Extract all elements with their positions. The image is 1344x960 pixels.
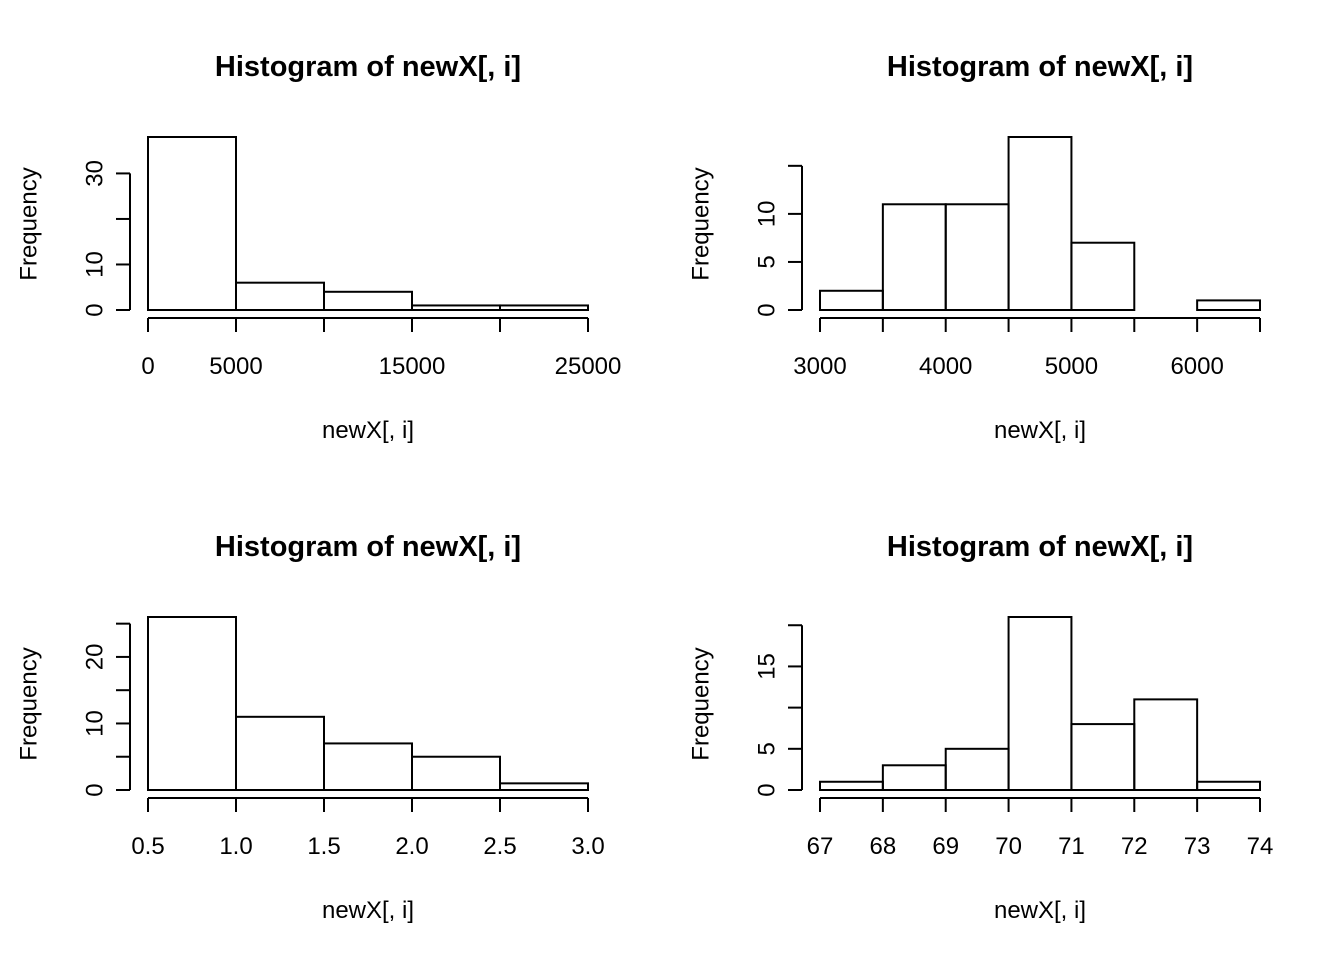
histogram-bar — [1133, 698, 1199, 792]
histogram-panel-2: Histogram of newX[, i] 3000 4000 5000 6000 0 5… — [687, 51, 1261, 444]
x-tick-label: 0 — [141, 353, 154, 380]
chart-title: Histogram of newX[, i] — [215, 51, 521, 83]
histogram-bar — [881, 764, 947, 791]
histogram-bar — [235, 281, 325, 311]
histogram-bar — [323, 290, 413, 311]
x-tick-label: 69 — [932, 833, 959, 860]
x-tick-label: 15000 — [379, 353, 446, 380]
histogram-bar — [944, 203, 1010, 311]
histogram-panel-3: Histogram of newX[, i] 0.5 1.0 1.5 2.0 2.5 3.0… — [15, 531, 604, 924]
x-tick-label: 25000 — [555, 353, 622, 380]
x-tick-label: 6000 — [1170, 353, 1223, 380]
histogram-bar — [499, 304, 589, 311]
histogram-bar — [323, 742, 413, 792]
x-tick-label: 2.5 — [483, 833, 516, 860]
histogram-bar — [411, 755, 501, 792]
histogram-bar — [1196, 780, 1261, 791]
x-axis-label: newX[, i] — [994, 897, 1086, 924]
x-tick-label: 3.0 — [571, 833, 604, 860]
y-tick-label: 0 — [81, 783, 108, 796]
y-axis-label: Frequency — [687, 647, 714, 760]
x-tick-label: 1.5 — [307, 833, 340, 860]
histogram-bar — [147, 136, 237, 311]
y-tick-label: 15 — [753, 653, 780, 680]
x-tick-label: 1.0 — [219, 833, 252, 860]
x-tick-label: 5000 — [209, 353, 262, 380]
x-tick-label: 68 — [870, 833, 897, 860]
x-tick-label: 3000 — [793, 353, 846, 380]
histogram-bar — [235, 715, 325, 791]
histogram-bar — [499, 782, 589, 791]
x-tick-label: 2.0 — [395, 833, 428, 860]
y-tick-label: 20 — [81, 644, 108, 671]
y-tick-label: 0 — [81, 303, 108, 316]
x-tick-label: 73 — [1184, 833, 1211, 860]
y-tick-label: 5 — [753, 742, 780, 755]
x-tick-label: 5000 — [1045, 353, 1098, 380]
y-tick-label: 30 — [81, 160, 108, 187]
y-axis-label: Frequency — [15, 647, 42, 760]
x-axis-label: newX[, i] — [322, 417, 414, 444]
y-axis-label: Frequency — [15, 167, 42, 280]
histogram-bar — [1007, 616, 1073, 791]
x-tick-label: 4000 — [919, 353, 972, 380]
y-axis-label: Frequency — [687, 167, 714, 280]
chart-title: Histogram of newX[, i] — [215, 531, 521, 563]
x-tick-label: 67 — [807, 833, 834, 860]
x-tick-label: 72 — [1121, 833, 1148, 860]
histogram-bar — [1070, 241, 1136, 312]
y-tick-label: 10 — [81, 251, 108, 278]
histogram-bar — [411, 304, 501, 311]
histogram-bar — [1196, 299, 1261, 311]
histogram-panel-4: Histogram of newX[, i] 67 68 69 70 71 72 73 74 0 5… — [687, 531, 1273, 924]
x-tick-label: 71 — [1058, 833, 1085, 860]
histogram-bar — [1070, 723, 1136, 791]
chart-title: Histogram of newX[, i] — [887, 51, 1193, 83]
histogram-panel-1: Histogram of newX[, i] 0 5000 15000 25000 0 10… — [15, 51, 621, 444]
x-tick-label: 74 — [1247, 833, 1274, 860]
x-tick-label: 0.5 — [131, 833, 164, 860]
y-tick-label: 5 — [753, 255, 780, 268]
y-tick-label: 0 — [753, 303, 780, 316]
histogram-bar — [881, 203, 947, 311]
histogram-bar — [819, 780, 884, 791]
x-axis-label: newX[, i] — [994, 417, 1086, 444]
y-tick-label: 10 — [81, 710, 108, 737]
x-axis-label: newX[, i] — [322, 897, 414, 924]
x-tick-label: 70 — [995, 833, 1022, 860]
y-tick-label: 10 — [753, 201, 780, 228]
chart-title: Histogram of newX[, i] — [887, 531, 1193, 563]
histogram-bar — [147, 616, 237, 791]
histogram-bar — [1007, 136, 1073, 311]
y-tick-label: 0 — [753, 783, 780, 796]
histogram-bar — [944, 747, 1010, 791]
histogram-bar — [819, 289, 884, 311]
